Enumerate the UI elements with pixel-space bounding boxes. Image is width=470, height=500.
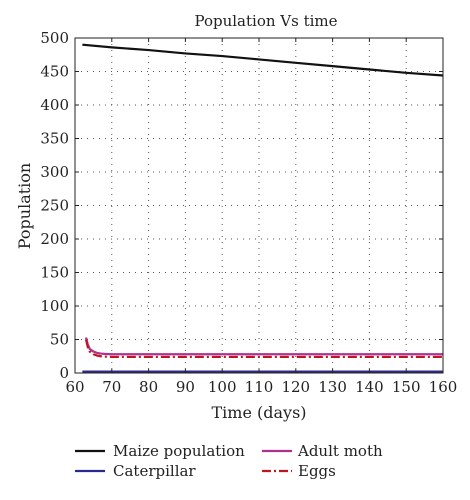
series-maize-population: [82, 43, 444, 77]
legend-label-maize-population: Maize population: [113, 442, 245, 460]
y-tick-label: 100: [40, 297, 69, 315]
series-layer: [82, 43, 444, 373]
y-tick-label: 450: [40, 63, 69, 81]
x-tick-label: 160: [429, 378, 458, 396]
legend: Maize population Caterpillar Adult moth Egg…: [75, 442, 383, 480]
series-adult-moth: [84, 337, 443, 356]
axis-ticks: 60 70 80 90 100 110 120 130 140 150 160 0 50 100 150 20…: [40, 29, 457, 396]
x-tick-label: 150: [392, 378, 421, 396]
y-tick-label: 300: [40, 163, 69, 181]
x-tick-label: 80: [139, 378, 158, 396]
legend-label-eggs: Eggs: [298, 462, 336, 480]
x-tick-label: 90: [176, 378, 195, 396]
x-tick-label: 100: [208, 378, 237, 396]
y-tick-label: 150: [40, 264, 69, 282]
series-eggs: [84, 339, 443, 359]
grid: [75, 38, 443, 373]
y-tick-label: 350: [40, 130, 69, 148]
y-tick-label: 0: [59, 364, 69, 382]
y-tick-label: 50: [50, 331, 69, 349]
x-tick-label: 110: [245, 378, 274, 396]
y-tick-label: 250: [40, 197, 69, 215]
x-axis-label: Time (days): [211, 403, 306, 422]
x-tick-label: 140: [355, 378, 384, 396]
y-tick-label: 500: [40, 29, 69, 47]
legend-label-caterpillar: Caterpillar: [113, 462, 196, 480]
x-tick-label: 130: [318, 378, 347, 396]
legend-label-adult-moth: Adult moth: [297, 442, 383, 460]
x-tick-label: 70: [102, 378, 121, 396]
y-tick-label: 200: [40, 230, 69, 248]
chart-title: Population Vs time: [194, 12, 337, 30]
y-tick-label: 400: [40, 96, 69, 114]
y-axis-label: Population: [15, 163, 34, 249]
x-tick-label: 60: [65, 378, 84, 396]
x-tick-label: 120: [281, 378, 310, 396]
